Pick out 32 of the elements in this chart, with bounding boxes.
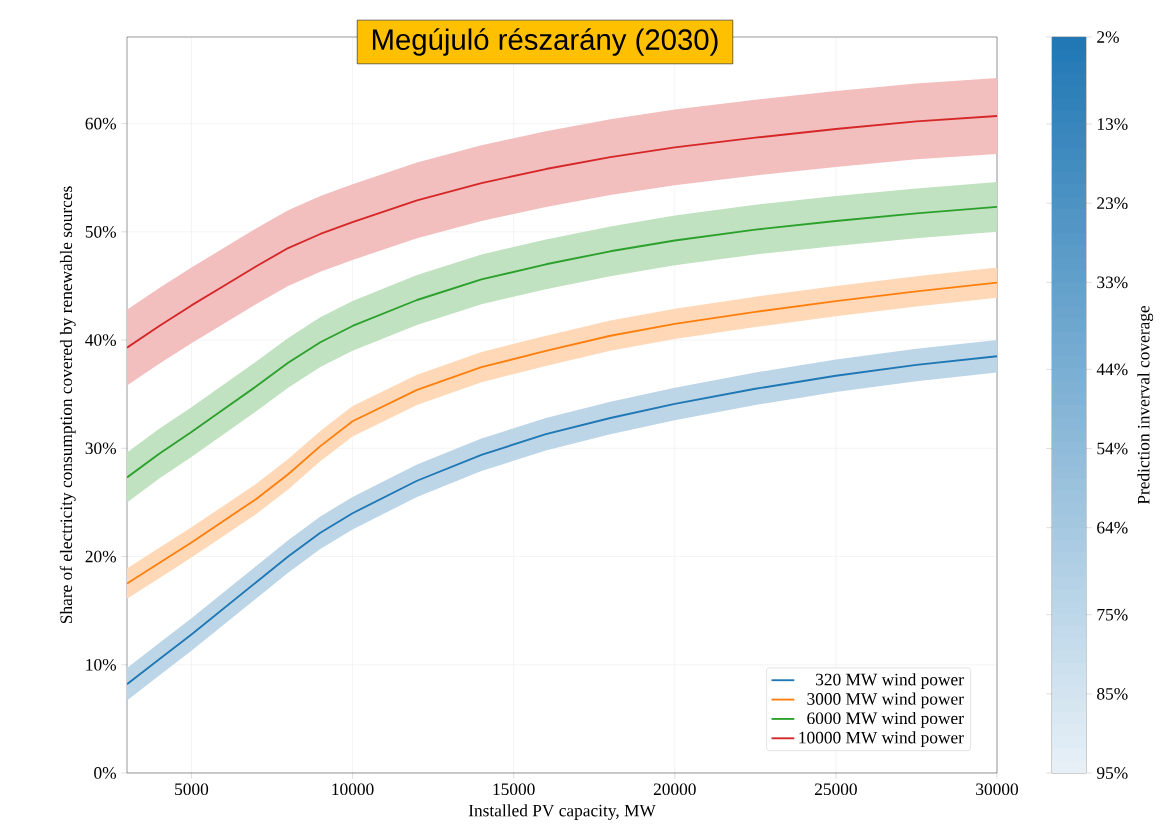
- color-bar-label: 75%: [1097, 608, 1128, 621]
- color-bar-label: 85%: [1097, 687, 1128, 700]
- color-bar-label: 44%: [1096, 363, 1128, 376]
- x-tick-label: 15000: [493, 783, 535, 796]
- y-tick-label: 30%: [85, 442, 117, 455]
- x-tick-label: 25000: [814, 783, 857, 796]
- y-tick-label: 40%: [85, 334, 117, 346]
- x-tick-label: 30000: [976, 783, 1019, 796]
- y-axis-title: Share of electricity consumption covered by renewable sources: [59, 186, 76, 624]
- y-tick-label: 10%: [86, 658, 117, 671]
- legend-label: 3000 MW wind power: [807, 692, 964, 709]
- color-bar-label: 23%: [1097, 197, 1128, 210]
- y-tick-label: 50%: [85, 225, 117, 238]
- y-tick-label: 20%: [85, 550, 117, 563]
- color-bar-label: 33%: [1097, 276, 1128, 289]
- color-bar-title: Prediction inverval coverage: [1137, 305, 1154, 505]
- y-tick-label: 60%: [85, 117, 117, 130]
- legend-label: 6000 MW wind power: [807, 711, 964, 728]
- color-bar-label: 54%: [1097, 442, 1128, 455]
- x-axis-title: Installed PV capacity, MW: [468, 804, 656, 821]
- x-tick-label: 10000: [332, 783, 374, 796]
- y-tick-label: 0%: [94, 767, 117, 779]
- line-series: [127, 115, 998, 349]
- color-bar-label: 95%: [1096, 767, 1128, 779]
- color-bar-label: 2%: [1097, 31, 1119, 43]
- color-bar-label: 64%: [1097, 521, 1128, 534]
- x-tick-label: 20000: [653, 783, 696, 796]
- chart-title: Megújuló részarány (2030): [372, 28, 718, 56]
- legend-label: 10000 MW wind power: [799, 731, 964, 747]
- legend-label: 320 MW wind power: [816, 673, 964, 689]
- color-bar-label: 13%: [1097, 118, 1128, 130]
- x-tick-label: 5000: [175, 783, 209, 796]
